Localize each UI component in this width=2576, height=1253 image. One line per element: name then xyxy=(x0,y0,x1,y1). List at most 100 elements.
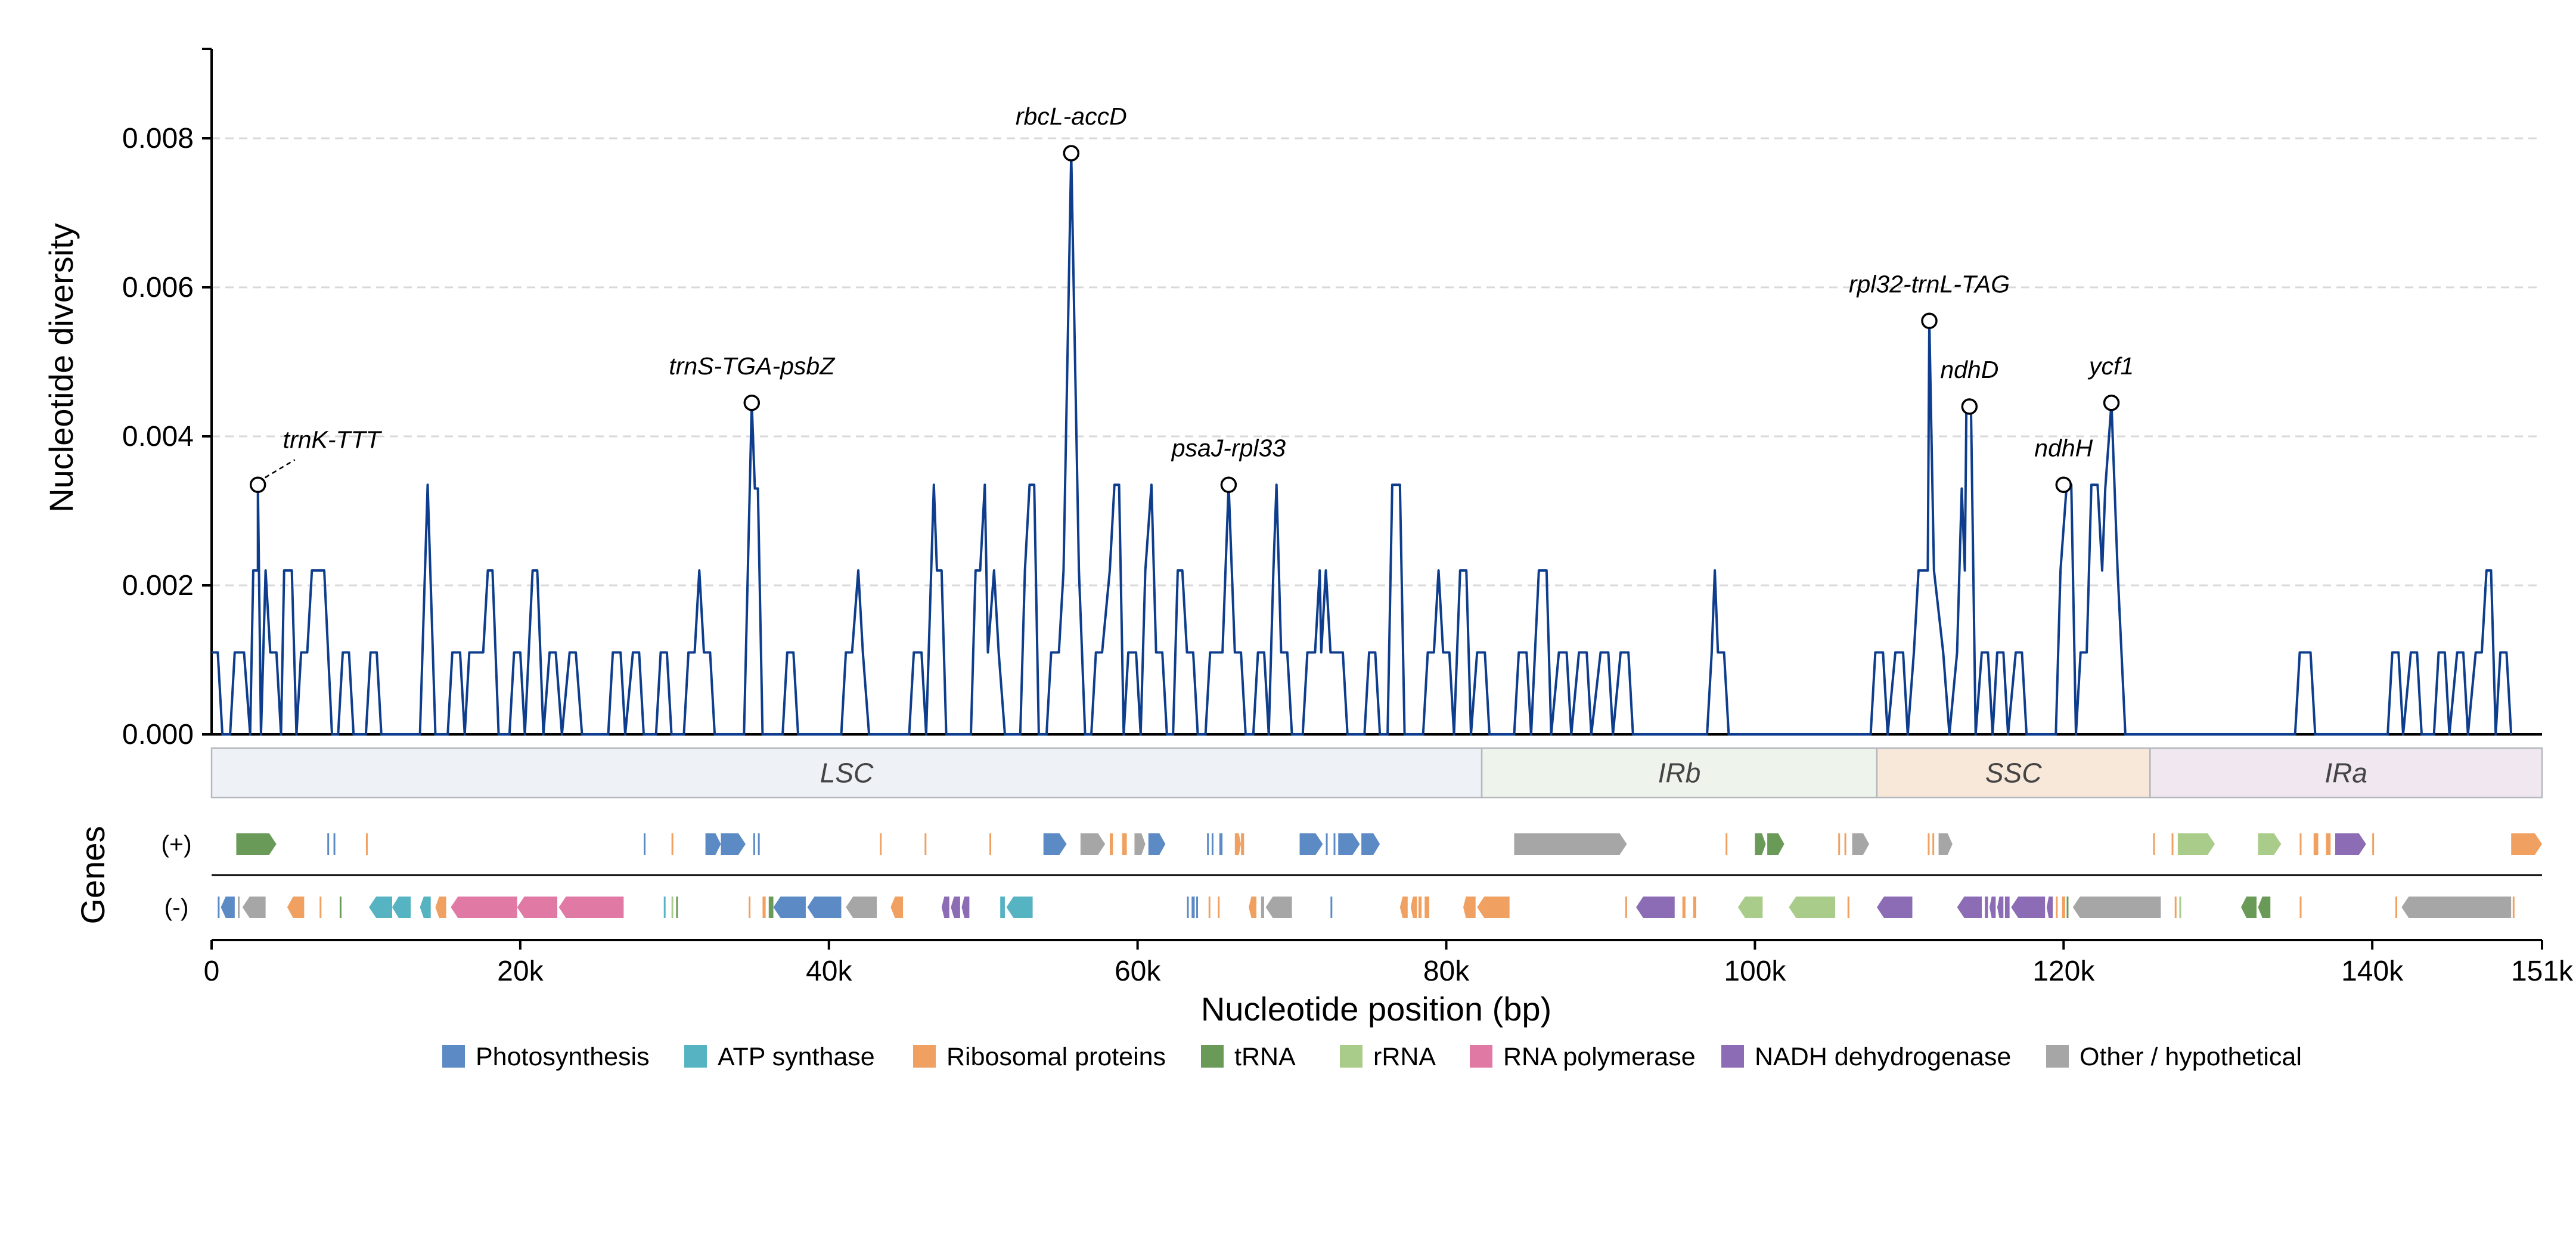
gene-minus xyxy=(435,897,446,918)
x-tick-label: 151k xyxy=(2511,956,2574,987)
gene-minus xyxy=(2395,897,2398,918)
x-tick-label: 80k xyxy=(1423,956,1470,987)
peak-label: psaJ-rpl33 xyxy=(1171,434,1286,461)
peak-marker xyxy=(1961,398,1978,415)
gene-minus xyxy=(2072,897,2161,918)
gene-plus xyxy=(880,833,882,855)
gene-plus xyxy=(989,833,992,855)
gene-minus xyxy=(1187,897,1189,918)
gene-minus xyxy=(1789,897,1836,918)
peak-label: ndhH xyxy=(2034,434,2093,461)
gene-minus xyxy=(676,897,678,918)
peak-marker xyxy=(1063,145,1080,162)
legend-label: RNA polymerase xyxy=(1503,1043,1696,1071)
gene-plus xyxy=(1755,833,1766,855)
gene-plus xyxy=(1928,833,1930,855)
gene-minus xyxy=(941,897,949,918)
x-tick-label: 140k xyxy=(2341,956,2404,987)
region-irb xyxy=(1481,747,1878,799)
gene-plus xyxy=(1234,833,1242,855)
gene-minus xyxy=(2174,897,2177,918)
gene-plus xyxy=(1844,833,1846,855)
gene-minus xyxy=(392,897,411,918)
gene-minus xyxy=(2299,897,2302,918)
legend-swatch xyxy=(1201,1045,1224,1068)
gene-plus xyxy=(1514,833,1627,855)
gene-plus xyxy=(2177,833,2215,855)
gene-minus xyxy=(1693,897,1697,918)
gene-plus xyxy=(2153,833,2155,855)
legend-swatch xyxy=(1470,1045,1492,1068)
gene-plus xyxy=(2258,833,2282,855)
x-tick-label: 0 xyxy=(204,956,220,987)
series-line-0 xyxy=(212,152,2513,736)
gene-plus xyxy=(1361,833,1380,855)
gene-plus xyxy=(671,833,674,855)
strand-label-minus: (-) xyxy=(165,894,189,921)
gene-minus xyxy=(1737,897,1763,918)
gene-plus xyxy=(2171,833,2174,855)
x-tick-label: 20k xyxy=(497,956,544,987)
gene-minus xyxy=(807,897,842,918)
gene-minus xyxy=(1847,897,1849,918)
legend-swatch xyxy=(684,1045,707,1068)
gene-plus xyxy=(1219,833,1223,855)
gene-plus xyxy=(644,833,646,855)
region-label: IRa xyxy=(2324,758,2367,789)
gene-minus xyxy=(221,897,235,918)
y-tick-label: 0.008 xyxy=(122,123,194,154)
legend-swatch xyxy=(2046,1045,2069,1068)
x-tick-label: 40k xyxy=(806,956,852,987)
peak-marker xyxy=(1921,312,1938,329)
strand-label-plus: (+) xyxy=(161,830,191,858)
gene-minus xyxy=(2401,897,2512,918)
gene-minus xyxy=(2066,897,2069,918)
gene-minus xyxy=(1470,897,1476,918)
gene-plus xyxy=(2326,833,2331,855)
gene-plus xyxy=(2313,833,2319,855)
gene-minus xyxy=(773,897,806,918)
gene-plus xyxy=(1767,833,1784,855)
y-tick-label: 0.002 xyxy=(122,570,194,601)
gene-minus xyxy=(2241,897,2257,918)
gene-plus xyxy=(1211,833,1213,855)
gene-minus xyxy=(319,897,322,918)
gene-plus xyxy=(2372,833,2375,855)
gene-plus xyxy=(1080,833,1106,855)
gene-minus xyxy=(1000,897,1005,918)
gene-minus xyxy=(238,897,240,918)
gene-plus xyxy=(753,833,755,855)
gene-minus xyxy=(2046,897,2053,918)
gene-plus xyxy=(1326,833,1328,855)
gene-plus xyxy=(1852,833,1870,855)
gene-plus xyxy=(1725,833,1728,855)
peak-marker xyxy=(2103,395,2120,411)
y-axis: 0.000 0.002 0.004 0.006 0.008 xyxy=(122,48,2542,750)
grid-lines xyxy=(212,137,2542,587)
peak-label: trnS-TGA-psbZ xyxy=(669,352,836,380)
gene-minus xyxy=(2512,897,2515,918)
gene-minus xyxy=(1418,897,1422,918)
gene-minus xyxy=(846,897,877,918)
gene-plus xyxy=(1241,833,1244,855)
gene-plus xyxy=(327,833,330,855)
legend: Photosynthesis ATP synthase Ribosomal prot… xyxy=(442,1043,2302,1071)
gene-plus xyxy=(924,833,927,855)
gene-minus xyxy=(1636,897,1675,918)
gene-minus xyxy=(1006,897,1033,918)
legend-label: Other / hypothetical xyxy=(2080,1043,2302,1071)
peak-marker xyxy=(249,476,266,493)
x-axis: 0 20k 40k 60k 80k 100k 120k 140k 151k xyxy=(204,939,2574,987)
gene-minus xyxy=(1196,897,1199,918)
legend-label: Photosynthesis xyxy=(476,1043,650,1071)
gene-minus xyxy=(1330,897,1333,918)
y-axis-title: Nucleotide diversity xyxy=(42,223,80,513)
gene-minus xyxy=(2179,897,2181,918)
region-label: IRb xyxy=(1658,758,1701,789)
peak-marker xyxy=(2055,476,2072,493)
peak-label: ndhD xyxy=(1940,356,1998,383)
gene-plus xyxy=(1338,833,1360,855)
gene-plus xyxy=(333,833,336,855)
legend-label: tRNA xyxy=(1234,1043,1296,1071)
